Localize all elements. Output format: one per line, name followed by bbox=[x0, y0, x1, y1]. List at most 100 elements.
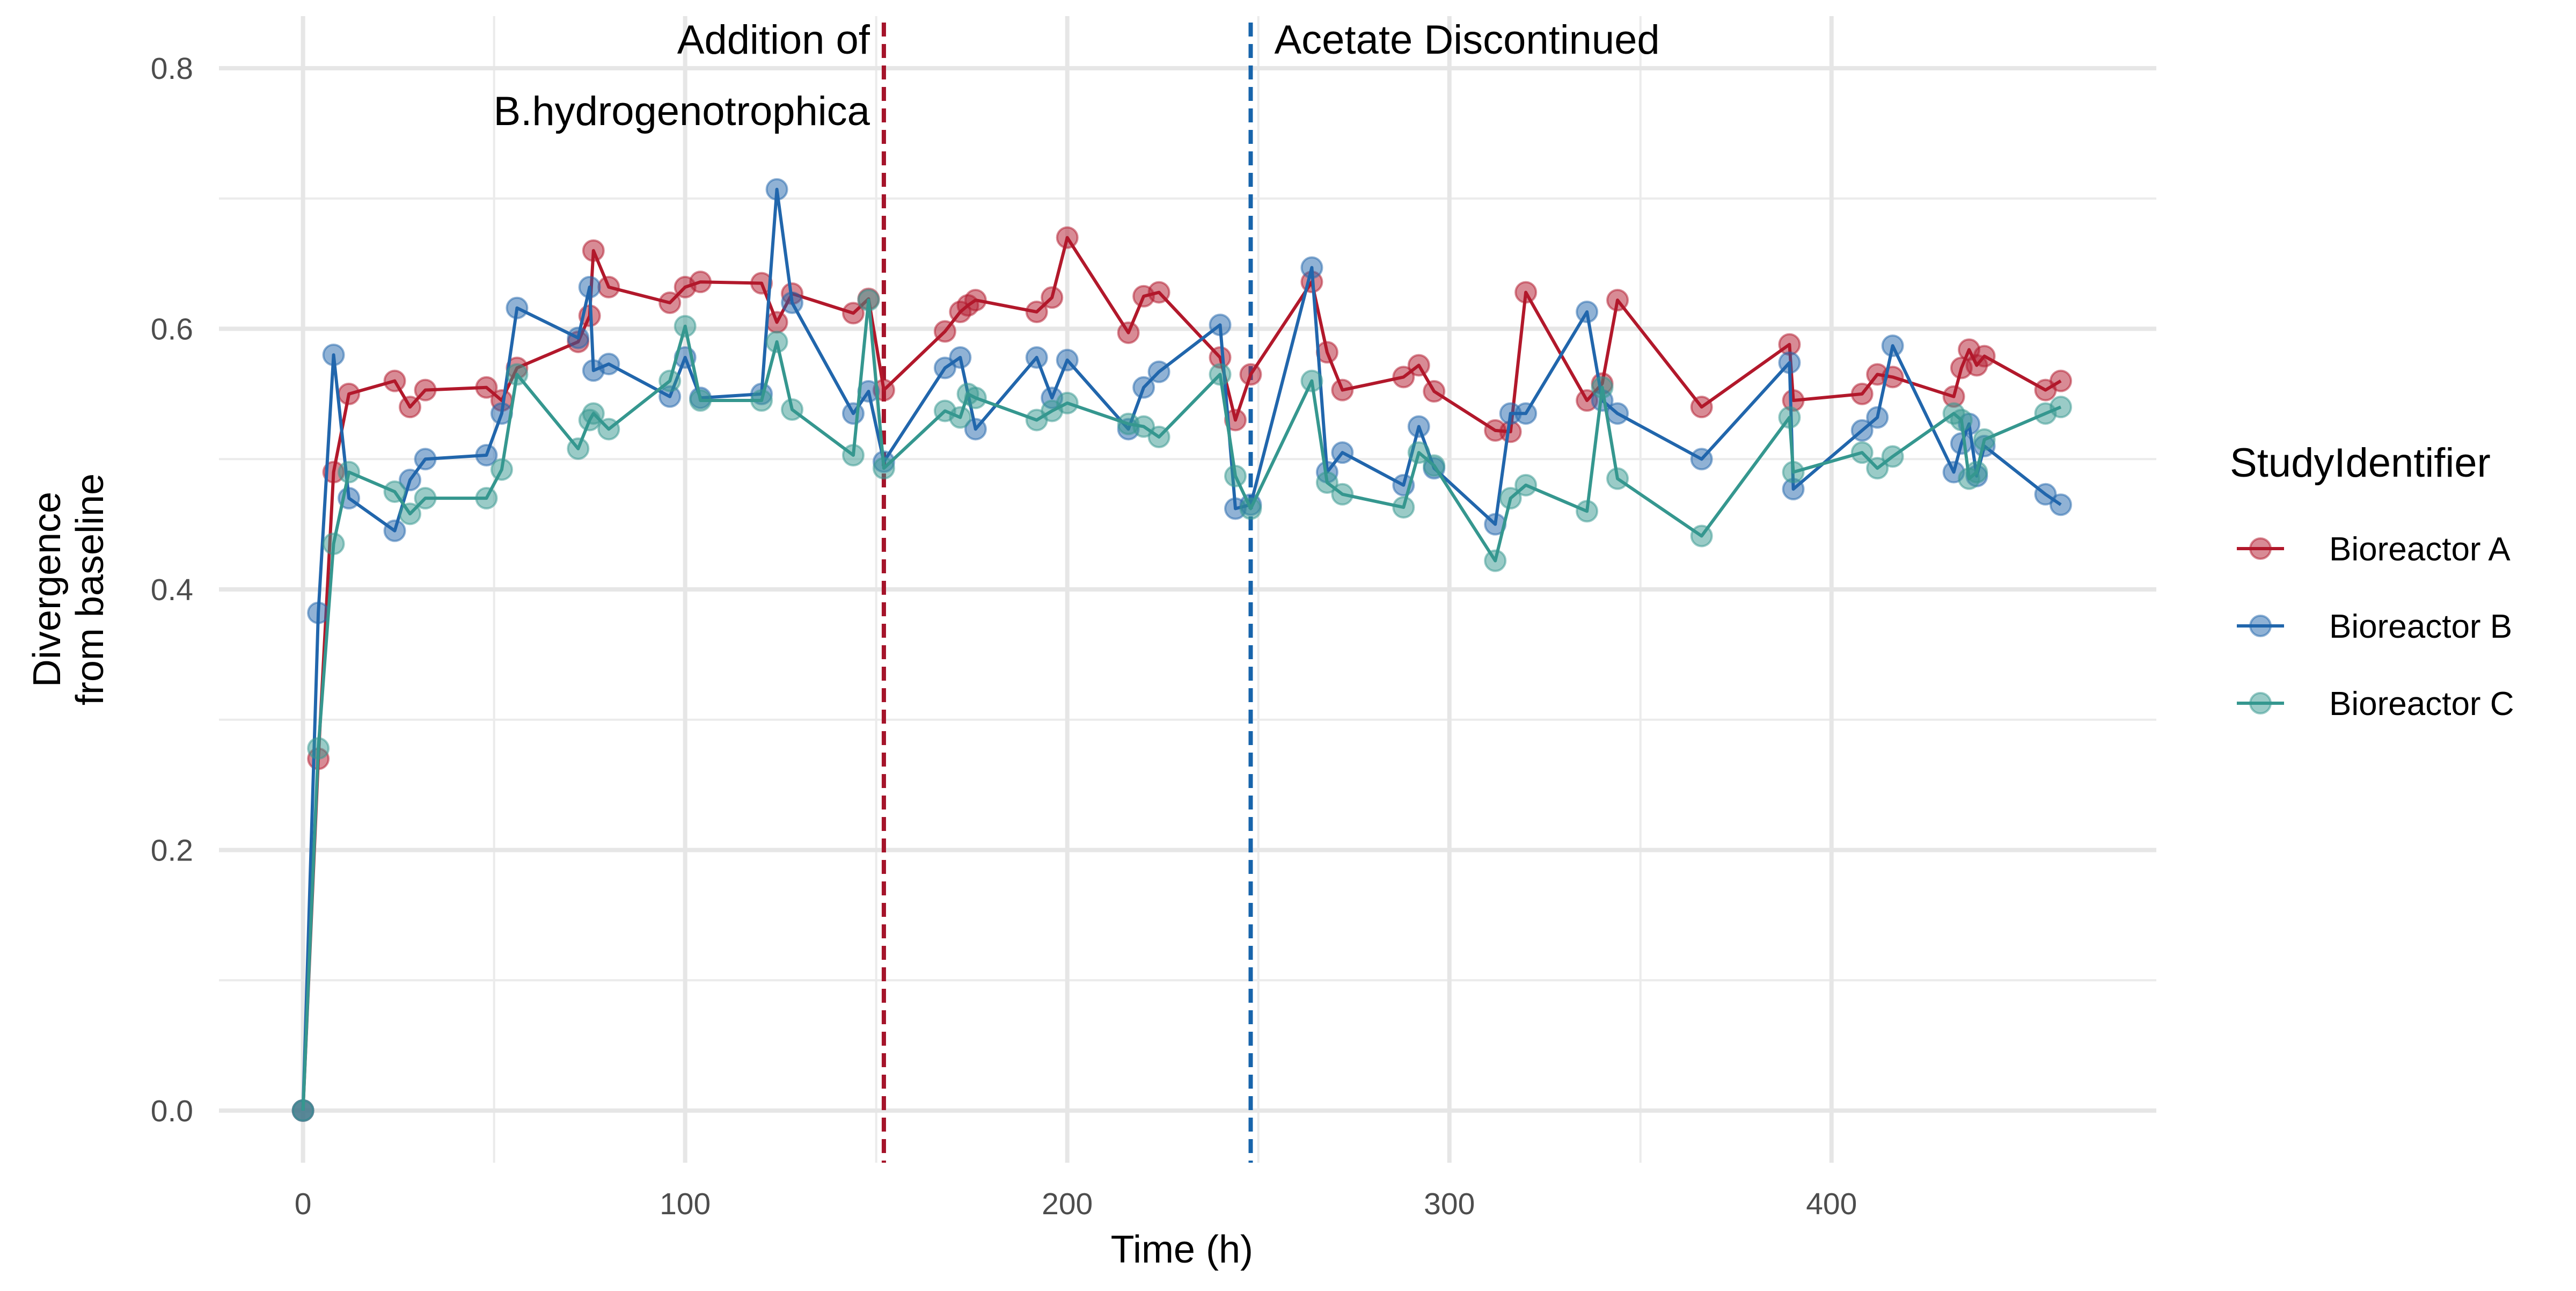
x-tick-label: 0 bbox=[295, 1187, 312, 1221]
data-point bbox=[597, 418, 620, 441]
data-point bbox=[399, 502, 422, 526]
x-tick-label: 300 bbox=[1424, 1187, 1475, 1221]
data-point bbox=[750, 389, 773, 412]
data-point bbox=[338, 382, 361, 405]
y-axis-title-line: from baseline bbox=[69, 473, 112, 705]
data-point bbox=[1315, 471, 1338, 494]
data-point bbox=[1239, 497, 1262, 520]
legend-key-point bbox=[2249, 692, 2272, 714]
data-point bbox=[597, 275, 620, 298]
series-line bbox=[301, 187, 2062, 1111]
data-point bbox=[1331, 378, 1354, 402]
x-tick-label: 100 bbox=[660, 1187, 711, 1221]
data-point bbox=[1239, 363, 1262, 386]
y-tick-label: 0.0 bbox=[151, 1094, 193, 1128]
grid-layer bbox=[219, 16, 2156, 1163]
data-point bbox=[1866, 406, 1889, 429]
data-point bbox=[841, 302, 865, 325]
legend-label: Bioreactor C bbox=[2329, 685, 2514, 723]
data-point bbox=[383, 480, 406, 503]
data-point bbox=[322, 344, 345, 367]
legend-key-point bbox=[2249, 615, 2272, 637]
data-point bbox=[949, 406, 972, 429]
data-point bbox=[1484, 549, 1507, 572]
data-point bbox=[1850, 382, 1874, 405]
data-point bbox=[475, 487, 498, 510]
data-point bbox=[1224, 409, 1247, 432]
data-point bbox=[1866, 457, 1889, 480]
data-point bbox=[1973, 345, 1996, 368]
data-point bbox=[949, 346, 972, 369]
y-axis-title-line: Divergence bbox=[26, 492, 69, 687]
data-point bbox=[414, 378, 437, 402]
data-point bbox=[1576, 300, 1599, 323]
data-point bbox=[1025, 300, 1048, 323]
x-axis-title: Time (h) bbox=[1111, 1228, 1253, 1271]
annotation-lines bbox=[881, 23, 1253, 1163]
data-point bbox=[1782, 461, 1805, 484]
annotation-label: Addition of bbox=[677, 17, 870, 63]
data-point bbox=[383, 519, 406, 542]
data-point bbox=[582, 239, 605, 262]
data-point bbox=[1056, 348, 1079, 371]
data-point bbox=[1423, 380, 1446, 403]
data-point bbox=[1209, 313, 1232, 337]
y-tick-label: 0.2 bbox=[151, 833, 193, 867]
legend-label: Bioreactor A bbox=[2329, 531, 2511, 568]
data-point bbox=[872, 457, 895, 480]
data-point bbox=[307, 601, 330, 624]
annotation-label: B.hydrogenotrophica bbox=[494, 89, 870, 134]
data-point bbox=[1407, 354, 1430, 377]
data-point bbox=[1690, 448, 1713, 471]
legend-key-point bbox=[2249, 537, 2272, 560]
data-point bbox=[307, 737, 330, 760]
data-point bbox=[1056, 391, 1079, 414]
data-point bbox=[567, 326, 590, 349]
data-point bbox=[383, 369, 406, 392]
data-point bbox=[475, 443, 498, 466]
data-point bbox=[1850, 419, 1874, 442]
data-point bbox=[1690, 524, 1713, 548]
data-point bbox=[765, 178, 788, 201]
data-point bbox=[1606, 289, 1629, 312]
data-point bbox=[781, 291, 804, 314]
data-point bbox=[1881, 334, 1904, 358]
data-point bbox=[674, 315, 697, 338]
data-point bbox=[597, 353, 620, 376]
data-point bbox=[414, 487, 437, 510]
data-point bbox=[933, 320, 956, 343]
data-point bbox=[1041, 286, 1064, 309]
y-tick-label: 0.4 bbox=[151, 573, 193, 607]
data-point bbox=[1423, 454, 1446, 477]
data-point bbox=[578, 275, 601, 298]
data-point bbox=[1147, 360, 1170, 383]
data-point bbox=[567, 437, 590, 460]
data-point bbox=[1025, 346, 1048, 369]
legend: StudyIdentifier Bioreactor A Bioreactor B B… bbox=[2230, 440, 2514, 723]
data-point bbox=[1973, 428, 1996, 451]
data-point bbox=[1300, 256, 1323, 279]
data-point bbox=[414, 448, 437, 471]
data-point bbox=[2049, 493, 2072, 516]
data-point bbox=[490, 458, 513, 481]
data-point bbox=[841, 402, 865, 425]
data-point bbox=[1778, 351, 1801, 374]
data-point bbox=[1407, 415, 1430, 438]
data-point bbox=[1499, 487, 1522, 510]
data-point bbox=[506, 363, 529, 386]
data-point bbox=[1147, 426, 1170, 449]
data-point bbox=[1132, 376, 1155, 399]
data-point bbox=[1850, 441, 1874, 464]
data-point bbox=[1576, 500, 1599, 523]
y-tick-label: 0.6 bbox=[151, 312, 193, 347]
data-point bbox=[322, 533, 345, 556]
data-point bbox=[1606, 402, 1629, 425]
data-point bbox=[2049, 369, 2072, 392]
data-point bbox=[2034, 483, 2057, 506]
data-point bbox=[1407, 441, 1430, 464]
data-point bbox=[658, 291, 682, 314]
data-point bbox=[781, 398, 804, 421]
data-point bbox=[1514, 473, 1538, 497]
data-point bbox=[1392, 366, 1415, 389]
data-point bbox=[1514, 281, 1538, 304]
